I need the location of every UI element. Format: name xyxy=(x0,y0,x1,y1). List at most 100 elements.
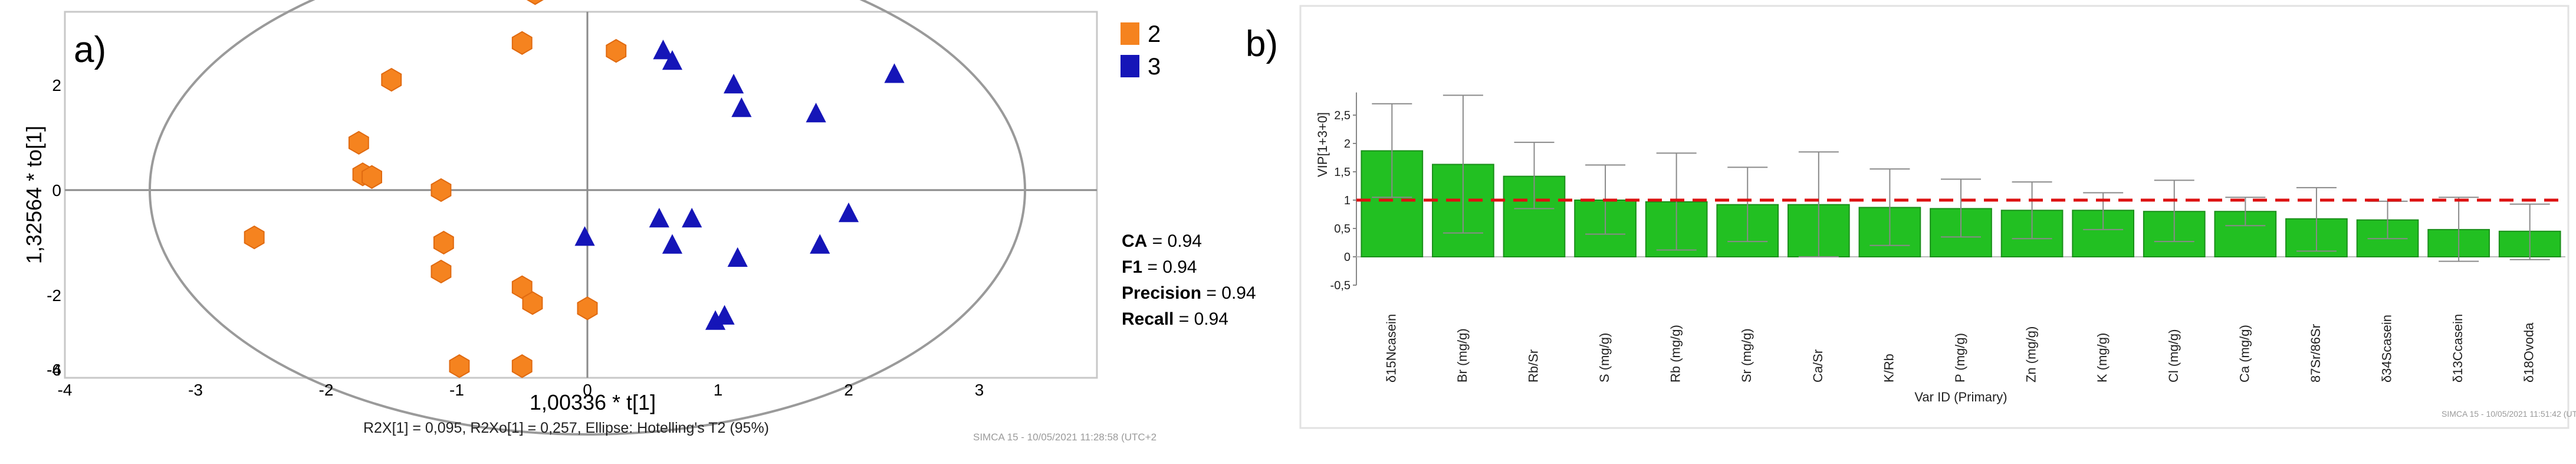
category-label: K (mg/g) xyxy=(2095,333,2110,383)
x-tick-label: -4 xyxy=(58,381,73,399)
category-label: Rb/Sr xyxy=(1526,349,1540,383)
software-timestamp: SIMCA 15 - 10/05/2021 11:28:58 (UTC+2 xyxy=(973,432,1156,443)
y-tick-label: 1 xyxy=(1344,194,1351,207)
x-tick-label: 3 xyxy=(975,381,984,399)
group-3-point xyxy=(662,50,683,70)
metric-value: 0.94 xyxy=(1168,231,1202,251)
x-tick-label: -3 xyxy=(188,381,203,399)
metric-row: CA = 0.94 xyxy=(1122,231,1202,251)
panel-b-label: b) xyxy=(1246,24,1278,64)
metric-value: 0.94 xyxy=(1221,283,1256,303)
x-axis-label: Var ID (Primary) xyxy=(1914,390,2007,404)
y-tick-label: 0,5 xyxy=(1334,223,1351,236)
metric-value: 0.94 xyxy=(1162,257,1197,277)
y-axis-label: 1,32564 * to[1] xyxy=(22,126,46,264)
y-tick-label: 0 xyxy=(1344,251,1351,264)
metric-label: Precision xyxy=(1122,283,1201,303)
group-2-point xyxy=(431,178,452,202)
y-axis-label: VIP[1+3+0] xyxy=(1315,112,1330,177)
group-3-point xyxy=(705,310,726,330)
metric-equals: = xyxy=(1142,257,1162,277)
metric-equals: = xyxy=(1174,309,1194,329)
y-tick-label: 1,5 xyxy=(1334,166,1351,179)
legend: 23 xyxy=(1121,21,1161,80)
y-tick-label: -6 xyxy=(47,361,61,379)
model-statistics-caption: R2X[1] = 0,095, R2Xo[1] = 0,257, Ellipse… xyxy=(363,420,769,436)
metric-row: Precision = 0.94 xyxy=(1122,283,1256,303)
category-label: Ca (mg/g) xyxy=(2237,325,2252,383)
category-label: 87Sr/86Sr xyxy=(2308,324,2323,383)
group-2-point xyxy=(449,354,470,378)
group-3-point xyxy=(731,97,752,117)
group-3-point xyxy=(884,63,905,83)
y-tick-label: -4 xyxy=(47,361,61,379)
legend-swatch-3 xyxy=(1121,55,1139,77)
group-3-point xyxy=(838,202,859,223)
category-label: Zn (mg/g) xyxy=(2024,326,2039,383)
category-label: δ13Ccasein xyxy=(2450,314,2465,383)
y-tick-label: 2 xyxy=(1344,138,1351,151)
group-2-point xyxy=(511,31,533,55)
category-labels: δ15Ncasein Br (mg/g) Rb/Sr S (mg/g) Rb (mg/g… xyxy=(1384,314,2536,383)
group-2-point xyxy=(244,225,265,250)
hotelling-ellipse-group xyxy=(149,0,1026,436)
x-tick-label: -2 xyxy=(319,381,334,399)
metric-equals: = xyxy=(1147,231,1167,251)
group-3-point xyxy=(574,226,595,246)
hotelling-ellipse xyxy=(149,0,1026,436)
legend-swatch-2 xyxy=(1121,22,1139,45)
category-label: δ18Ovoda xyxy=(2522,322,2536,383)
plot-frame xyxy=(64,11,1098,379)
category-label: Rb (mg/g) xyxy=(1668,325,1683,383)
plot-frame xyxy=(1299,5,2570,429)
group-3-point xyxy=(662,234,683,254)
group-3-point xyxy=(810,234,830,254)
category-label: Br (mg/g) xyxy=(1455,328,1470,383)
group-2-point xyxy=(511,354,533,378)
metric-value: 0.94 xyxy=(1194,309,1228,329)
category-label: δ15Ncasein xyxy=(1384,314,1398,383)
category-label: δ34Scasein xyxy=(2380,315,2394,383)
category-label: K/Rb xyxy=(1881,354,1896,383)
group-2-point xyxy=(606,39,627,63)
panel-b-vip-bar-chart: b) -0,5 0 0,5 1 1,5 2 2,5 δ15Ncasein Br (mg/g) R… xyxy=(1246,5,2576,429)
x-tick-label: 0 xyxy=(583,381,592,399)
metric-row: F1 = 0.94 xyxy=(1122,257,1197,277)
group-3-point xyxy=(649,207,669,228)
category-label: S (mg/g) xyxy=(1597,333,1612,383)
metric-label: Recall xyxy=(1122,309,1174,329)
x-tick-label: 2 xyxy=(844,381,853,399)
scatter-points xyxy=(244,0,905,378)
group-2-point xyxy=(577,296,598,321)
group-3-point xyxy=(727,247,748,267)
x-tick-labels: -4 -3 -2 -1 0 1 2 3 xyxy=(58,381,984,399)
y-tick-label: -0,5 xyxy=(1330,279,1351,292)
y-tick-labels: -6-4-2024 xyxy=(47,76,61,379)
category-label: Ca/Sr xyxy=(1811,349,1825,383)
panel-a-label: a) xyxy=(74,30,106,70)
group-2-point xyxy=(362,165,382,189)
category-label: Sr (mg/g) xyxy=(1739,328,1754,383)
group-2-point xyxy=(348,130,369,155)
y-tick-label: 0 xyxy=(52,181,61,200)
legend-label: 2 xyxy=(1148,21,1161,47)
metric-row: Recall = 0.94 xyxy=(1122,309,1228,329)
x-axis-label: 1,00336 * t[1] xyxy=(530,390,656,414)
metric-equals: = xyxy=(1201,283,1221,303)
group-2-point xyxy=(522,291,543,315)
x-tick-label: -1 xyxy=(449,381,464,399)
software-timestamp: SIMCA 15 - 10/05/2021 11:51:42 (UTC+2) xyxy=(2442,409,2576,419)
y-tick-label: -2 xyxy=(47,286,61,305)
group-3-point xyxy=(723,74,744,94)
group-3-point xyxy=(682,207,702,228)
error-bars xyxy=(1372,94,2550,262)
group-2-point xyxy=(381,67,402,92)
group-3-point xyxy=(806,102,826,123)
category-label: P (mg/g) xyxy=(1953,333,1967,383)
group-2-point xyxy=(526,0,544,5)
group-3-point xyxy=(653,40,673,60)
x-tick-label: 1 xyxy=(714,381,723,399)
